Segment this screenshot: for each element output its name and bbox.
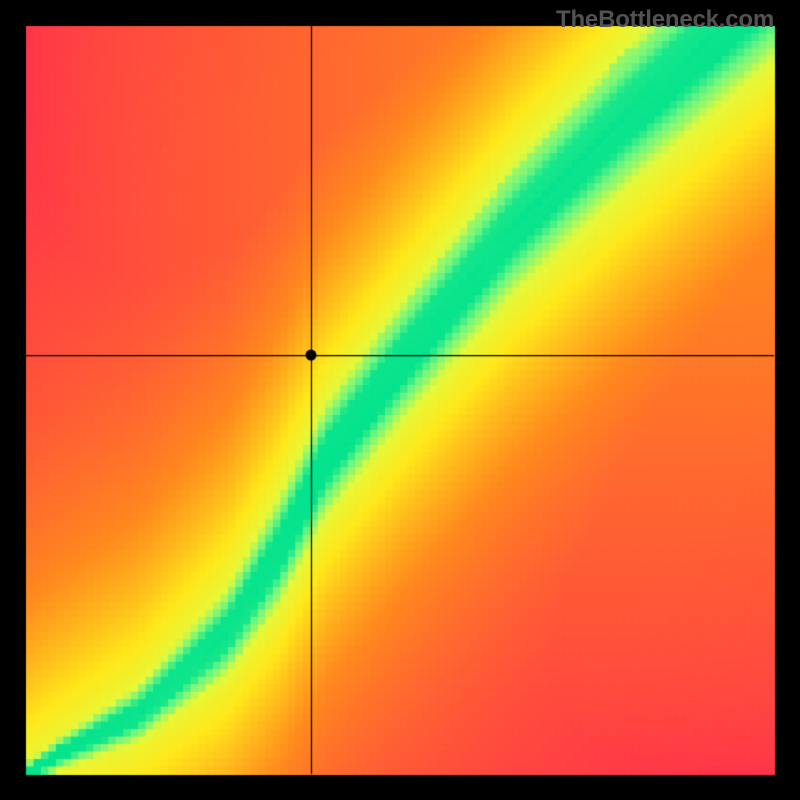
chart-container: TheBottleneck.com <box>0 0 800 800</box>
bottleneck-heatmap <box>0 0 800 800</box>
watermark-text: TheBottleneck.com <box>556 6 774 34</box>
